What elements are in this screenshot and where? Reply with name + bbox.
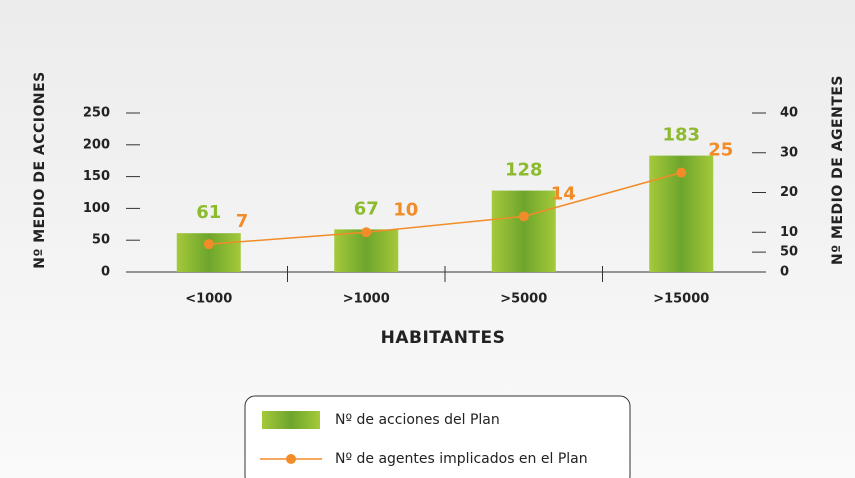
x-tick-label: >5000 — [500, 292, 547, 307]
point-value-label: 14 — [551, 183, 576, 204]
point-value-label: 25 — [708, 140, 733, 161]
x-tick-label: <1000 — [185, 292, 232, 307]
y2-tick-label: 50 — [780, 245, 798, 260]
y-tick-label: 200 — [83, 137, 110, 152]
y-tick-label: 0 — [101, 265, 110, 280]
y-axis-title: Nº MEDIO DE ACCIONES — [32, 71, 48, 269]
bar-value-label: 67 — [354, 198, 379, 219]
point-value-label: 7 — [236, 211, 249, 232]
line — [208, 171, 682, 245]
legend-swatch — [262, 411, 320, 429]
y-tick-label: 250 — [83, 106, 110, 121]
point — [361, 227, 372, 238]
y2-tick-label: 20 — [780, 185, 798, 200]
legend-marker — [286, 454, 296, 464]
point — [518, 211, 529, 222]
y2-tick-label: 0 — [780, 265, 789, 280]
y2-tick-label: 10 — [780, 225, 798, 240]
y2-tick-label: 40 — [780, 106, 798, 121]
legend-label: Nº de agentes implicados en el Plan — [335, 451, 588, 467]
x-tick-label: >15000 — [653, 292, 709, 307]
bar-value-label: 128 — [505, 160, 543, 181]
y2-tick-label: 30 — [780, 145, 798, 160]
y-tick-label: 150 — [83, 169, 110, 184]
legend-label: Nº de acciones del Plan — [335, 412, 500, 428]
bar — [176, 233, 241, 272]
y-tick-label: 50 — [92, 233, 110, 248]
y2-axis-title: Nº MEDIO DE AGENTES — [830, 75, 846, 265]
point — [203, 239, 214, 250]
bar-value-label: 61 — [196, 202, 221, 223]
point-value-label: 10 — [393, 199, 418, 220]
legend-box — [244, 395, 631, 478]
x-axis-title: HABITANTES — [381, 328, 506, 348]
bar-value-label: 183 — [662, 125, 700, 146]
point — [676, 167, 687, 178]
y-tick-label: 100 — [83, 201, 110, 216]
bar — [491, 190, 556, 272]
x-tick-label: >1000 — [343, 292, 390, 307]
